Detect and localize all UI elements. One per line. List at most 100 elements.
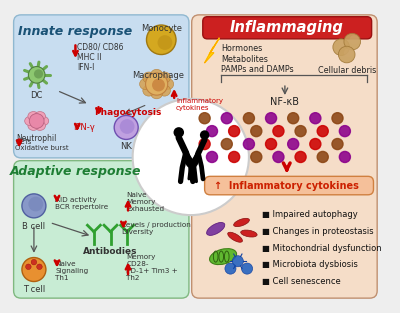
Circle shape: [221, 113, 232, 124]
Text: Oxidative burst: Oxidative burst: [16, 145, 69, 151]
Ellipse shape: [158, 72, 170, 83]
Circle shape: [200, 130, 209, 140]
Circle shape: [22, 258, 46, 281]
Text: ■ Mitochondrial dysfunction: ■ Mitochondrial dysfunction: [262, 244, 382, 253]
Text: Inflammaging: Inflammaging: [230, 20, 344, 35]
Circle shape: [199, 113, 210, 124]
Circle shape: [206, 151, 218, 162]
Text: ■ Impaired autophagy: ■ Impaired autophagy: [262, 210, 358, 219]
Text: Macrophage: Macrophage: [132, 71, 184, 80]
Circle shape: [28, 67, 45, 83]
Polygon shape: [205, 38, 219, 63]
FancyBboxPatch shape: [205, 176, 374, 195]
Ellipse shape: [234, 218, 250, 227]
Text: DC: DC: [30, 91, 43, 100]
Text: Hormones
Metabolites
PAMPs and DAMPs: Hormones Metabolites PAMPs and DAMPs: [221, 44, 294, 74]
Ellipse shape: [28, 121, 39, 131]
Circle shape: [288, 139, 299, 150]
Circle shape: [266, 139, 276, 150]
Text: B cell: B cell: [22, 222, 46, 231]
Text: Phagocytosis: Phagocytosis: [94, 108, 161, 117]
FancyBboxPatch shape: [203, 17, 372, 39]
Ellipse shape: [151, 69, 163, 80]
Text: Naive
Signaling
Th1: Naive Signaling Th1: [55, 261, 88, 281]
Text: ■ Microbiota dysbiosis: ■ Microbiota dysbiosis: [262, 260, 358, 269]
Circle shape: [22, 194, 46, 218]
Circle shape: [199, 139, 210, 150]
Text: Monocyte: Monocyte: [141, 24, 182, 33]
Circle shape: [243, 113, 254, 124]
Text: Neutrophil: Neutrophil: [16, 134, 57, 143]
Circle shape: [225, 263, 236, 274]
Text: Inflammatory
cytokines: Inflammatory cytokines: [176, 98, 223, 111]
Ellipse shape: [158, 85, 170, 96]
Circle shape: [146, 25, 176, 54]
Text: NK: NK: [120, 142, 132, 151]
Ellipse shape: [143, 72, 155, 83]
Circle shape: [229, 151, 240, 162]
Ellipse shape: [25, 116, 36, 126]
Circle shape: [350, 35, 359, 44]
Circle shape: [295, 151, 306, 162]
Ellipse shape: [143, 85, 155, 96]
Circle shape: [310, 113, 321, 124]
Ellipse shape: [228, 232, 242, 242]
Circle shape: [332, 113, 343, 124]
Circle shape: [339, 126, 350, 137]
Circle shape: [273, 151, 284, 162]
Circle shape: [344, 33, 360, 50]
Circle shape: [338, 41, 348, 50]
Circle shape: [333, 39, 350, 55]
Circle shape: [174, 127, 184, 138]
Circle shape: [310, 139, 321, 150]
Circle shape: [339, 151, 350, 162]
Circle shape: [120, 119, 134, 134]
Circle shape: [206, 126, 218, 137]
Text: T cell: T cell: [23, 285, 45, 294]
Circle shape: [251, 126, 262, 137]
Circle shape: [243, 139, 254, 150]
Circle shape: [31, 259, 37, 265]
Circle shape: [37, 264, 42, 269]
Circle shape: [152, 79, 165, 91]
Circle shape: [288, 113, 299, 124]
Text: IFN-γ: IFN-γ: [74, 123, 95, 132]
Circle shape: [295, 126, 306, 137]
Text: Cellular debris: Cellular debris: [318, 66, 376, 74]
Ellipse shape: [210, 249, 236, 264]
Text: CD80/ CD86
MHC II
IFN-I: CD80/ CD86 MHC II IFN-I: [77, 43, 124, 72]
FancyBboxPatch shape: [192, 15, 377, 298]
Ellipse shape: [162, 79, 174, 90]
Circle shape: [28, 197, 43, 211]
Text: AID activity
BCR repertoire: AID activity BCR repertoire: [55, 197, 108, 210]
FancyBboxPatch shape: [14, 161, 189, 298]
Ellipse shape: [241, 230, 257, 237]
Ellipse shape: [38, 116, 49, 126]
Circle shape: [251, 151, 262, 162]
Ellipse shape: [207, 223, 225, 235]
Circle shape: [114, 115, 138, 139]
Circle shape: [317, 126, 328, 137]
Text: ↑  Inflammatory cytokines: ↑ Inflammatory cytokines: [214, 181, 359, 191]
Text: ■ Changes in proteostasis: ■ Changes in proteostasis: [262, 227, 374, 236]
Text: NETs: NETs: [16, 139, 32, 146]
Ellipse shape: [140, 79, 152, 90]
Circle shape: [317, 151, 328, 162]
Circle shape: [242, 263, 253, 274]
Circle shape: [34, 69, 43, 79]
Text: Antibodies: Antibodies: [83, 247, 138, 256]
Circle shape: [146, 73, 168, 95]
Text: ■ Cell senescence: ■ Cell senescence: [262, 277, 340, 286]
Text: Memory
CD28-
PD-1+ Tim3 +
Th2: Memory CD28- PD-1+ Tim3 + Th2: [126, 254, 178, 281]
Circle shape: [273, 126, 284, 137]
Circle shape: [338, 46, 355, 63]
Text: NF-κB: NF-κB: [270, 97, 299, 107]
Circle shape: [133, 99, 249, 215]
Circle shape: [232, 256, 243, 267]
Ellipse shape: [34, 111, 46, 121]
Circle shape: [158, 35, 172, 50]
FancyBboxPatch shape: [14, 15, 189, 158]
Text: Innate response: Innate response: [18, 25, 132, 38]
Circle shape: [229, 126, 240, 137]
Circle shape: [344, 48, 353, 57]
